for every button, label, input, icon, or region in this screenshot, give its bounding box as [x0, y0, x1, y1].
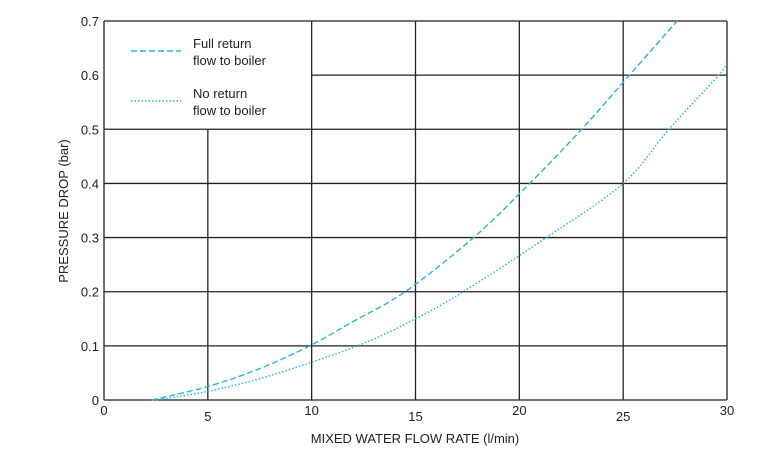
legend-label: flow to boiler: [193, 103, 267, 118]
y-tick-label: 0.2: [81, 285, 99, 300]
grid: [103, 20, 728, 401]
series-lines: [151, 20, 728, 401]
x-tick-label: 0: [100, 403, 107, 418]
y-tick-label: 0.7: [81, 14, 99, 29]
y-tick-label: 0.3: [81, 231, 99, 246]
series-line-full-return: [151, 20, 678, 401]
y-tick-label: 0: [92, 393, 99, 408]
x-tick-label: 5: [204, 409, 211, 424]
legend: Full return flow to boiler No return flow t…: [131, 36, 267, 118]
series-line-no-return: [155, 61, 728, 401]
y-axis-label: PRESSURE DROP (bar): [56, 139, 71, 283]
legend-label: Full return: [193, 36, 252, 51]
x-tick-label: 10: [304, 403, 318, 418]
legend-label: flow to boiler: [193, 53, 267, 68]
y-tick-label: 0.1: [81, 339, 99, 354]
x-tick-label: 25: [616, 409, 630, 424]
tick-labels: 0 5 10 15 20 25 30 0 0.1 0.2 0.3 0.4 0.5 0.6 0.7: [81, 14, 734, 424]
x-tick-label: 30: [720, 403, 734, 418]
y-tick-label: 0.4: [81, 176, 99, 191]
x-axis-label: MIXED WATER FLOW RATE (l/min): [311, 431, 519, 446]
x-tick-label: 20: [512, 403, 526, 418]
legend-label: No return: [193, 86, 247, 101]
y-tick-label: 0.5: [81, 122, 99, 137]
y-tick-label: 0.6: [81, 68, 99, 83]
x-tick-label: 15: [408, 409, 422, 424]
